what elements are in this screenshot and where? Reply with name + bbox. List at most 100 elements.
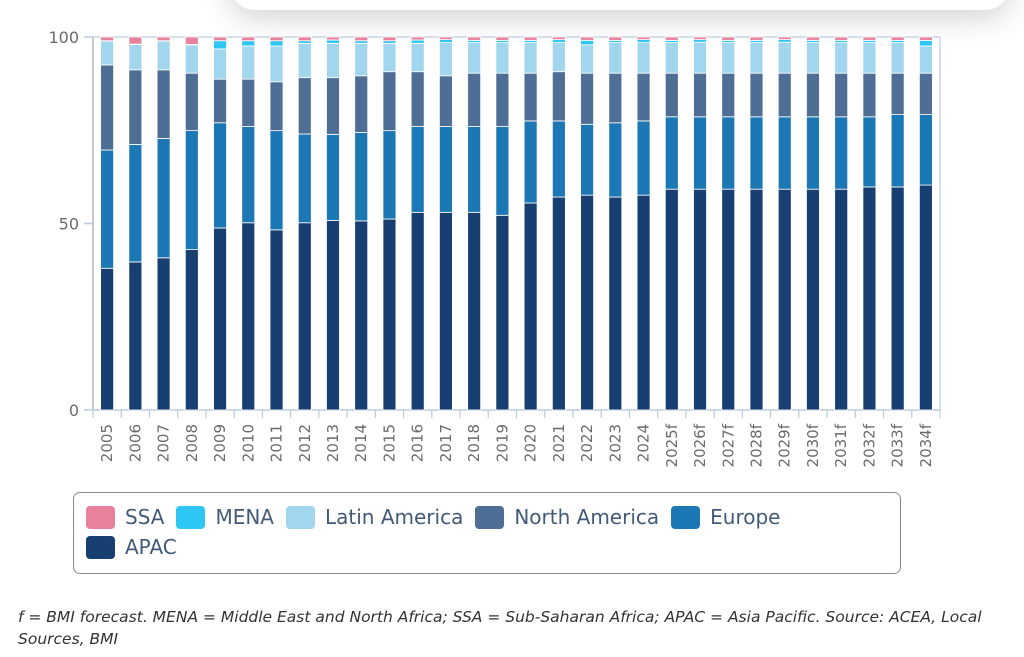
bar-segment-north-america [523,72,538,122]
bar-segment-apac [721,188,736,411]
bar-segment-apac [523,202,538,411]
legend-label: MENA [215,505,274,529]
bar-segment-europe [410,126,425,213]
bar-segment-north-america [382,71,397,132]
bar-segment-ssa [834,36,849,41]
bar-segment-europe [664,116,679,190]
bar-segment-latin-america [693,41,707,74]
bar-segment-latin-america [523,42,538,74]
chart-caption: f = BMI forecast. MENA = Middle East and… [18,608,982,648]
bar-segment-ssa [806,36,820,41]
bar-segment-north-america [269,81,284,132]
bar-segment-ssa [439,36,453,41]
bar-segment-north-america [551,71,566,122]
bar-segment-latin-america [806,42,820,74]
bar-segment-apac [439,211,453,411]
bar-segment-apac [297,222,312,411]
bar-stack-2009 [213,36,227,411]
legend-item-apac[interactable]: APAC [86,532,177,562]
bar-segment-latin-america [156,40,171,71]
legend-swatch [86,505,115,529]
legend-swatch [86,535,115,559]
bar-segment-north-america [608,72,623,124]
bar-segment-ssa [749,36,764,41]
y-tick-label: 0 [69,401,79,420]
bar-segment-north-america [156,69,171,139]
x-tick-label: 2024 [635,424,653,462]
legend-label: Europe [710,505,781,529]
bar-segment-ssa [721,36,736,41]
bar-segment-mena [241,40,256,47]
bar-stack-2005 [100,36,115,411]
bar-segment-north-america [213,78,227,124]
bar-segment-latin-america [749,42,764,74]
bar-segment-europe [721,116,736,190]
chart-legend: SSA MENA Latin America North America Europe A… [73,492,901,574]
bar-segment-apac [693,188,707,411]
x-tick-label: 2013 [324,424,342,462]
bar-stack-2030f [806,36,820,411]
bar-segment-mena [326,39,340,44]
bar-stack-2016 [410,36,425,411]
x-tick-label: 2009 [211,424,229,462]
bar-stack-2018 [467,36,482,411]
x-tick-label: 2025f [663,423,681,467]
legend-item-north-america[interactable]: North America [475,502,659,532]
x-tick-label: 2028f [747,423,765,467]
bar-segment-apac [551,196,566,411]
bar-segment-apac [636,194,651,411]
bar-segment-apac [354,220,369,411]
bar-segment-ssa [184,36,199,45]
legend-item-mena[interactable]: MENA [176,502,274,532]
bar-segment-europe [834,116,849,190]
bar-segment-europe [523,120,538,204]
bar-segment-ssa [326,36,340,41]
bar-segment-apac [806,188,820,411]
bar-segment-latin-america [636,42,651,74]
bar-segment-ssa [467,36,482,41]
legend-swatch [475,505,505,529]
bar-segment-north-america [806,72,820,118]
bar-segment-ssa [100,36,115,42]
x-tick-label: 2014 [352,424,370,462]
bars [100,36,933,411]
bar-segment-apac [241,222,256,411]
legend-item-latin-america[interactable]: Latin America [286,502,463,532]
x-tick-label: 2030f [804,423,822,467]
bar-segment-europe [354,132,369,222]
legend-item-ssa[interactable]: SSA [86,502,164,532]
x-tick-label: 2022 [578,424,596,462]
bar-segment-europe [269,130,284,231]
bar-segment-latin-america [777,41,792,74]
bar-segment-europe [862,116,877,188]
bar-stack-2026f [693,36,707,411]
x-tick-label: 2027f [719,423,737,467]
bar-segment-north-america [439,75,453,127]
bar-stack-2020 [523,36,538,411]
bar-segment-europe [382,130,397,220]
bar-segment-europe [297,133,312,224]
bar-segment-mena [213,40,227,50]
x-tick-label: 2006 [126,424,144,462]
bar-segment-ssa [608,36,623,41]
bar-segment-ssa [523,36,538,41]
bar-segment-ssa [918,36,933,41]
legend-swatch [176,505,206,529]
bar-segment-europe [439,126,453,213]
bar-segment-mena [636,39,651,43]
bar-segment-mena [918,39,933,47]
bar-segment-latin-america [297,42,312,79]
bar-segment-latin-america [213,48,227,80]
x-tick-label: 2034f [917,423,935,467]
bar-stack-2027f [721,36,736,411]
bar-segment-ssa [495,36,510,41]
bar-segment-ssa [551,36,566,41]
bar-segment-latin-america [551,42,566,73]
bar-segment-latin-america [467,42,482,74]
x-tick-label: 2026f [691,423,709,467]
bar-segment-latin-america [382,42,397,73]
bar-segment-latin-america [184,44,199,74]
bar-stack-2015 [382,36,397,411]
bar-segment-north-america [100,64,115,151]
legend-item-europe[interactable]: Europe [671,502,780,532]
